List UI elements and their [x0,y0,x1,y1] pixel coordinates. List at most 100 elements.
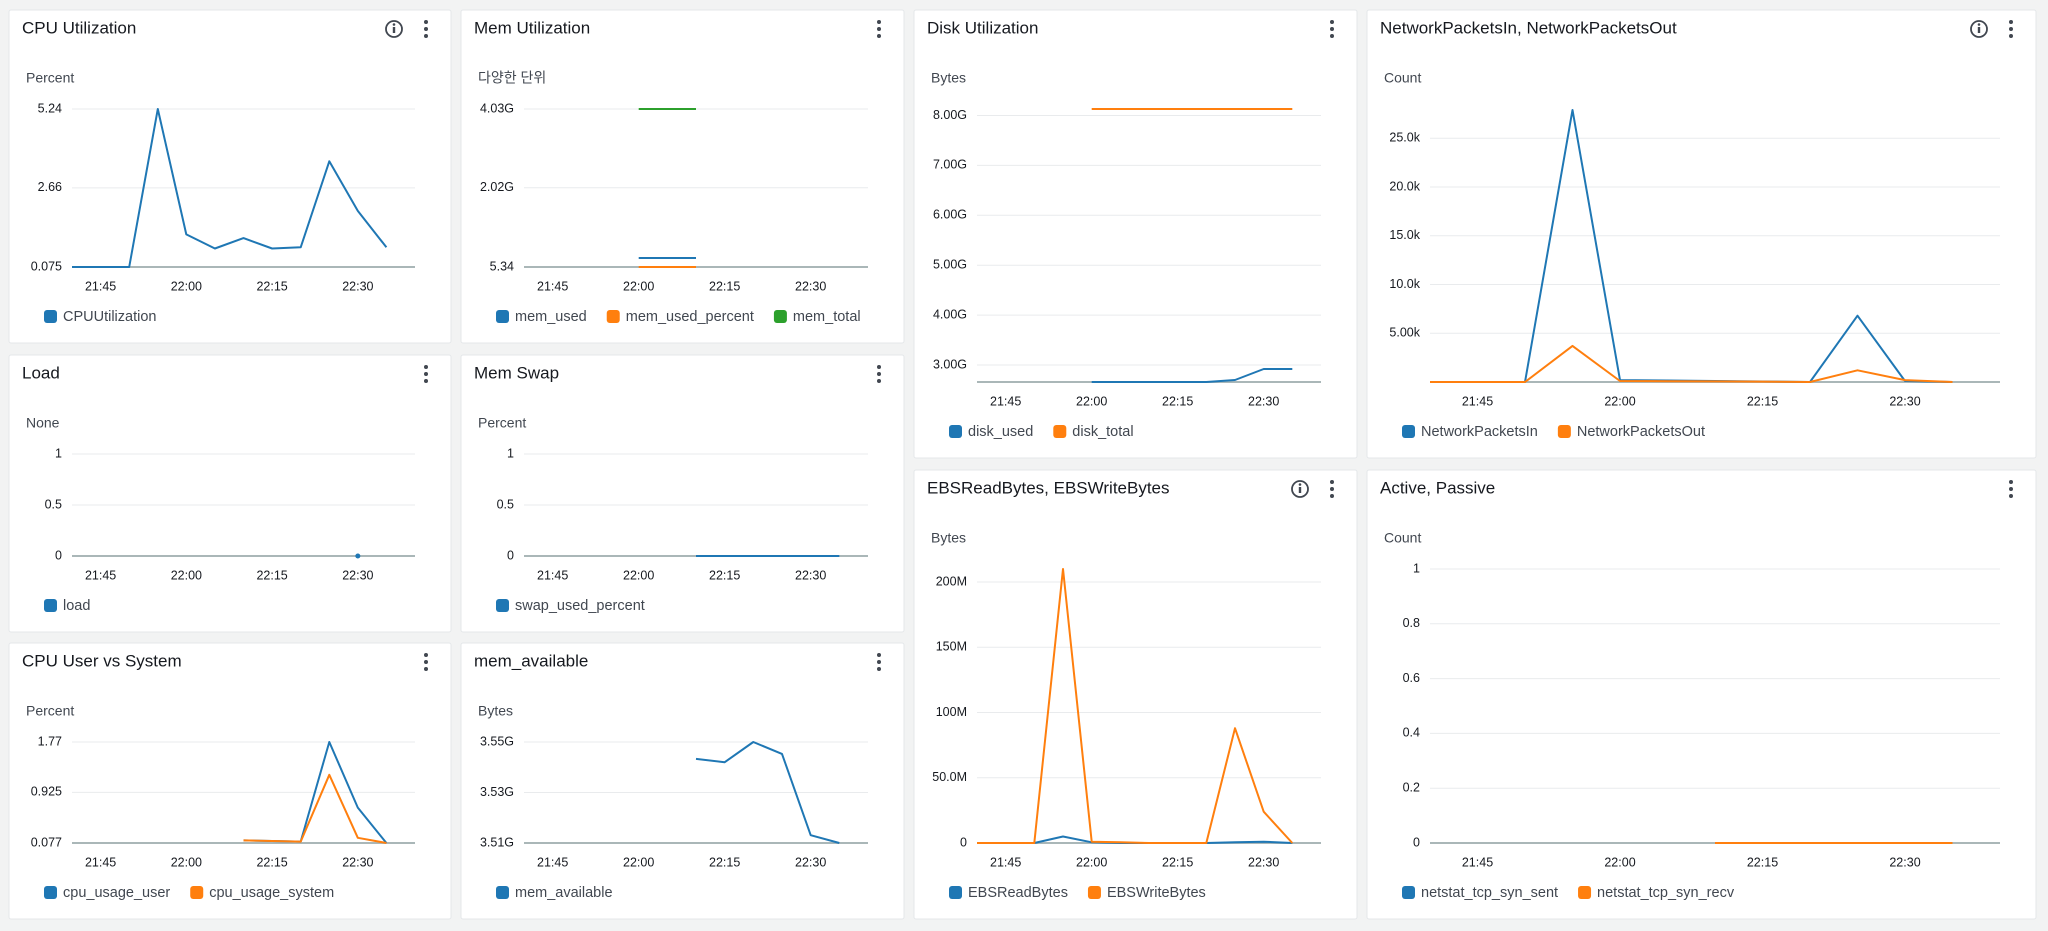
legend-label: NetworkPacketsOut [1577,424,1705,440]
legend-item[interactable]: CPUUtilization [44,309,156,325]
x-tick-label: 22:00 [171,855,202,869]
legend-item[interactable]: mem_used [496,309,587,325]
widget-menu[interactable] [424,365,428,383]
y-tick-label: 0.6 [1403,671,1420,685]
widget-title: mem_available [474,651,588,670]
info-icon[interactable] [1970,20,1988,38]
menu-dot [877,20,881,24]
x-tick-label: 22:30 [342,568,373,582]
widget-menu[interactable] [1330,20,1334,38]
info-dot [1298,483,1302,486]
legend-item[interactable]: load [44,598,90,614]
x-tick-label: 22:00 [623,279,654,293]
y-tick-label: 200M [936,574,967,588]
info-icon[interactable] [1291,480,1309,498]
x-tick-label: 21:45 [85,568,116,582]
menu-dot [424,653,428,657]
menu-dot [877,34,881,38]
widget: Active, Passive Count 0 0.2 0.4 0.6 0.8 1 21:45 2… [1366,469,2037,920]
legend-item[interactable]: mem_used_percent [606,309,754,325]
y-tick-label: 50.0M [932,770,967,784]
widget-menu[interactable] [877,653,881,671]
y-tick-label: 0 [55,548,62,562]
legend-item[interactable]: disk_total [1053,424,1134,440]
widget-panel [460,642,905,920]
y-tick-label: 5.00k [1389,326,1420,340]
x-tick-label: 21:45 [537,568,568,582]
widget: Load None 0 0.5 1 21:45 22:00 22:15 22:30 load [8,354,452,633]
legend-swatch [949,425,962,438]
y-tick-label: 3.55G [480,734,514,748]
widget-menu[interactable] [424,653,428,671]
legend-item[interactable]: netstat_tcp_syn_sent [1402,885,1558,901]
y-tick-label: 6.00G [933,208,967,222]
legend-label: EBSReadBytes [968,885,1068,901]
x-tick-label: 22:00 [623,568,654,582]
y-tick-label: 1 [1413,561,1420,575]
unit-label: Bytes [931,70,966,86]
legend-item[interactable]: NetworkPacketsIn [1402,424,1538,440]
info-icon[interactable] [385,20,403,38]
legend-item[interactable]: EBSWriteBytes [1087,885,1206,901]
widget-panel [460,354,905,633]
x-tick-label: 22:00 [171,568,202,582]
widget-title: NetworkPacketsIn, NetworkPacketsOut [1380,18,1677,37]
legend-item[interactable]: netstat_tcp_syn_recv [1578,885,1735,901]
x-tick-label: 21:45 [537,279,568,293]
menu-dot [877,660,881,664]
y-tick-label: 15.0k [1389,228,1420,242]
y-tick-label: 1.77 [38,734,62,748]
widget-menu[interactable] [877,365,881,383]
legend-label: disk_used [968,424,1033,440]
widget-menu[interactable] [2009,20,2013,38]
x-tick-label: 22:30 [1889,855,1920,869]
legend-label: mem_total [793,309,861,325]
widget-menu[interactable] [424,20,428,38]
x-tick-label: 22:00 [623,855,654,869]
widget-menu[interactable] [1330,480,1334,498]
widget: Mem Utilization 다양한 단위 5.34 2.02G 4.03G 21:45… [460,9,905,344]
y-tick-label: 3.51G [480,835,514,849]
legend-swatch [44,310,57,323]
widget-title: EBSReadBytes, EBSWriteBytes [927,478,1170,497]
legend-item[interactable]: cpu_usage_system [190,885,334,901]
x-tick-label: 22:30 [795,855,826,869]
menu-dot [2009,34,2013,38]
x-tick-label: 22:00 [1604,394,1635,408]
legend-label: CPUUtilization [63,309,156,325]
y-tick-label: 5.34 [490,259,514,273]
widget: mem_available Bytes 3.51G 3.53G 3.55G 21:45 22… [460,642,905,920]
widget-menu[interactable] [877,20,881,38]
menu-dot [424,34,428,38]
unit-label: Percent [26,703,74,719]
series-line [243,773,387,844]
legend-item[interactable]: swap_used_percent [496,598,645,614]
legend-swatch [1578,886,1592,899]
legend-swatch [606,310,620,323]
y-tick-label: 0.4 [1403,726,1420,740]
legend-item[interactable]: EBSReadBytes [949,885,1068,901]
legend-item[interactable]: disk_used [949,424,1033,440]
legend-item[interactable]: mem_available [496,885,613,901]
info-ring [1970,20,1988,38]
menu-dot [877,667,881,671]
legend-item[interactable]: cpu_usage_user [44,885,170,901]
legend-item[interactable]: mem_total [773,309,861,325]
info-dot [392,23,396,26]
widget-menu[interactable] [2009,480,2013,498]
unit-label: Count [1384,70,1421,86]
x-tick-label: 21:45 [1462,855,1493,869]
y-tick-label: 8.00G [933,108,967,122]
legend-swatch [496,886,509,899]
legend-item[interactable]: NetworkPacketsOut [1557,424,1705,440]
widget-panel [8,354,452,633]
info-bar [1977,27,1981,33]
menu-dot [2009,20,2013,24]
menu-dot [877,27,881,31]
widget-title: Disk Utilization [927,18,1038,37]
widget-panel [460,9,905,344]
legend-label: netstat_tcp_syn_recv [1597,885,1735,901]
legend-swatch [496,599,509,612]
menu-dot [1330,27,1334,31]
menu-dot [2009,480,2013,484]
